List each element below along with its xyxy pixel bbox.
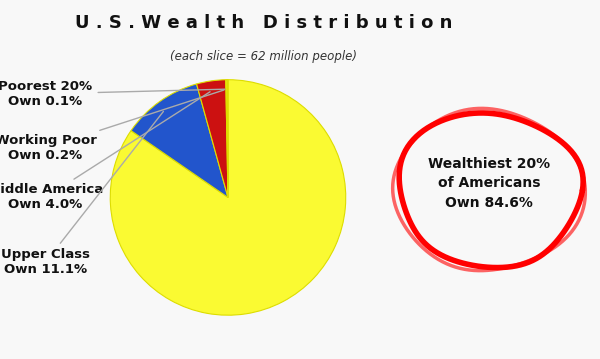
Text: (each slice = 62 million people): (each slice = 62 million people)	[170, 50, 358, 63]
Text: U . S . W e a l t h   D i s t r i b u t i o n: U . S . W e a l t h D i s t r i b u t i …	[76, 14, 452, 32]
Wedge shape	[197, 80, 228, 197]
Wedge shape	[226, 80, 228, 197]
Text: Wealthiest 20%
of Americans
Own 84.6%: Wealthiest 20% of Americans Own 84.6%	[428, 157, 550, 210]
Wedge shape	[110, 80, 346, 315]
Wedge shape	[227, 80, 228, 197]
Text: Poorest 20%
Own 0.1%: Poorest 20% Own 0.1%	[0, 80, 225, 108]
Wedge shape	[131, 84, 228, 197]
Text: Middle America
Own 4.0%: Middle America Own 4.0%	[0, 92, 210, 211]
Text: Working Poor
Own 0.2%: Working Poor Own 0.2%	[0, 90, 224, 162]
Text: Upper Class
Own 11.1%: Upper Class Own 11.1%	[1, 111, 163, 276]
